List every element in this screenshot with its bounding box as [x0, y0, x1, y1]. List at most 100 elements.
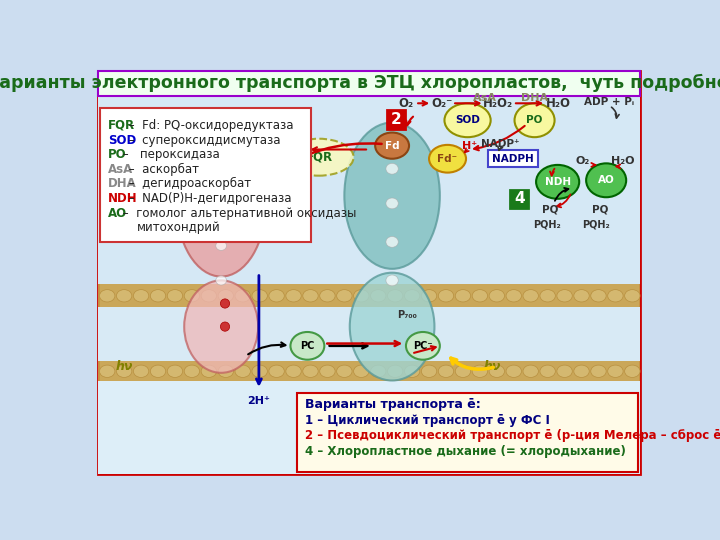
Ellipse shape [216, 202, 227, 212]
Text: PC⁻: PC⁻ [413, 341, 433, 351]
Text: митохондрий: митохондрий [137, 221, 221, 234]
Text: AO: AO [598, 176, 615, 185]
Text: –  NAD(P)H-дегидрогеназа: – NAD(P)H-дегидрогеназа [125, 192, 292, 205]
Text: –  Fd: PQ-оксидоредуктаза: – Fd: PQ-оксидоредуктаза [125, 119, 294, 132]
Ellipse shape [540, 365, 555, 377]
Text: H₂O₂: H₂O₂ [482, 97, 513, 110]
Ellipse shape [286, 365, 301, 377]
Ellipse shape [586, 164, 626, 197]
Text: SOD: SOD [108, 133, 136, 146]
Text: Fd⁻: Fd⁻ [438, 154, 458, 164]
Ellipse shape [117, 365, 132, 377]
Text: 2H⁺: 2H⁺ [248, 396, 270, 406]
Ellipse shape [354, 289, 369, 302]
Ellipse shape [218, 289, 233, 302]
Ellipse shape [150, 289, 166, 302]
Ellipse shape [387, 289, 403, 302]
Ellipse shape [625, 365, 640, 377]
Text: AO: AO [108, 207, 127, 220]
Ellipse shape [344, 123, 440, 269]
Text: PO: PO [108, 148, 127, 161]
Ellipse shape [438, 365, 454, 377]
Text: 4 – Хлоропластное дыхание (= хлородыхание): 4 – Хлоропластное дыхание (= хлородыхани… [305, 444, 626, 457]
Ellipse shape [167, 365, 183, 377]
Ellipse shape [184, 365, 199, 377]
Text: –  супероксиддисмутаза: – супероксиддисмутаза [125, 133, 281, 146]
Ellipse shape [354, 365, 369, 377]
Text: 2H⁺: 2H⁺ [207, 152, 230, 162]
Text: hν: hν [484, 360, 501, 373]
Text: P₇₀₀: P₇₀₀ [397, 310, 418, 320]
Text: NADPH: NADPH [492, 154, 534, 164]
Text: ADP + Pᵢ: ADP + Pᵢ [584, 97, 634, 107]
Ellipse shape [387, 365, 403, 377]
Ellipse shape [201, 365, 217, 377]
Ellipse shape [216, 276, 227, 285]
Text: Варианты транспорта ē:: Варианты транспорта ē: [305, 399, 480, 411]
Ellipse shape [252, 289, 267, 302]
Ellipse shape [235, 289, 251, 302]
Text: –  дегидроаскорбат: – дегидроаскорбат [125, 177, 251, 191]
Text: 1: 1 [213, 137, 223, 152]
Ellipse shape [133, 289, 149, 302]
Ellipse shape [386, 198, 398, 209]
Text: FQR: FQR [305, 151, 333, 164]
FancyBboxPatch shape [92, 65, 647, 481]
Text: H₂O: H₂O [611, 156, 635, 166]
Text: H₂O: H₂O [546, 97, 571, 110]
Ellipse shape [99, 289, 115, 302]
Text: NDH: NDH [108, 192, 138, 205]
Ellipse shape [235, 365, 251, 377]
Ellipse shape [337, 289, 352, 302]
Ellipse shape [117, 289, 132, 302]
Ellipse shape [216, 241, 227, 251]
Ellipse shape [371, 289, 386, 302]
Ellipse shape [184, 289, 199, 302]
Text: DHA: DHA [108, 178, 137, 191]
Ellipse shape [184, 280, 258, 373]
Ellipse shape [303, 365, 318, 377]
Ellipse shape [444, 103, 490, 137]
Text: AsA: AsA [472, 93, 496, 103]
Ellipse shape [337, 365, 352, 377]
Ellipse shape [133, 365, 149, 377]
FancyBboxPatch shape [98, 71, 640, 96]
Ellipse shape [455, 289, 471, 302]
Text: PQ: PQ [541, 205, 558, 214]
Ellipse shape [216, 168, 227, 177]
Ellipse shape [421, 365, 437, 377]
Text: AsA: AsA [108, 163, 133, 176]
Text: PQ: PQ [140, 192, 156, 202]
Ellipse shape [220, 299, 230, 308]
Ellipse shape [201, 289, 217, 302]
Ellipse shape [438, 289, 454, 302]
Text: O₂⁻: O₂⁻ [431, 97, 453, 110]
Ellipse shape [320, 365, 335, 377]
FancyBboxPatch shape [510, 190, 528, 208]
Ellipse shape [489, 289, 505, 302]
FancyBboxPatch shape [98, 71, 640, 475]
Text: DHA: DHA [521, 93, 548, 103]
Text: NDH: NDH [544, 177, 571, 187]
Text: PQH₂: PQH₂ [130, 208, 157, 218]
Ellipse shape [167, 289, 183, 302]
FancyBboxPatch shape [100, 109, 311, 241]
Text: H⁺: H⁺ [462, 140, 477, 151]
Text: 2 – Псевдоциклический транспорт ē (р-ция Мелера – сброс ē на О₂): 2 – Псевдоциклический транспорт ē (р-ция… [305, 429, 720, 442]
Ellipse shape [371, 365, 386, 377]
Ellipse shape [99, 365, 115, 377]
Text: –  гомолог альтернативной оксидазы: – гомолог альтернативной оксидазы [120, 207, 356, 220]
Text: 2: 2 [390, 112, 401, 127]
Ellipse shape [590, 289, 606, 302]
Ellipse shape [176, 130, 266, 276]
Text: PC: PC [300, 341, 315, 351]
Ellipse shape [523, 365, 539, 377]
Ellipse shape [540, 289, 555, 302]
Ellipse shape [350, 273, 434, 381]
Text: Варианты электронного транспорта в ЭТЦ хлоропластов,  чуть подробнее…: Варианты электронного транспорта в ЭТЦ х… [0, 74, 720, 92]
Ellipse shape [472, 289, 487, 302]
Ellipse shape [536, 165, 579, 199]
Text: O₂: O₂ [398, 97, 413, 110]
Ellipse shape [506, 365, 521, 377]
Ellipse shape [290, 332, 324, 360]
